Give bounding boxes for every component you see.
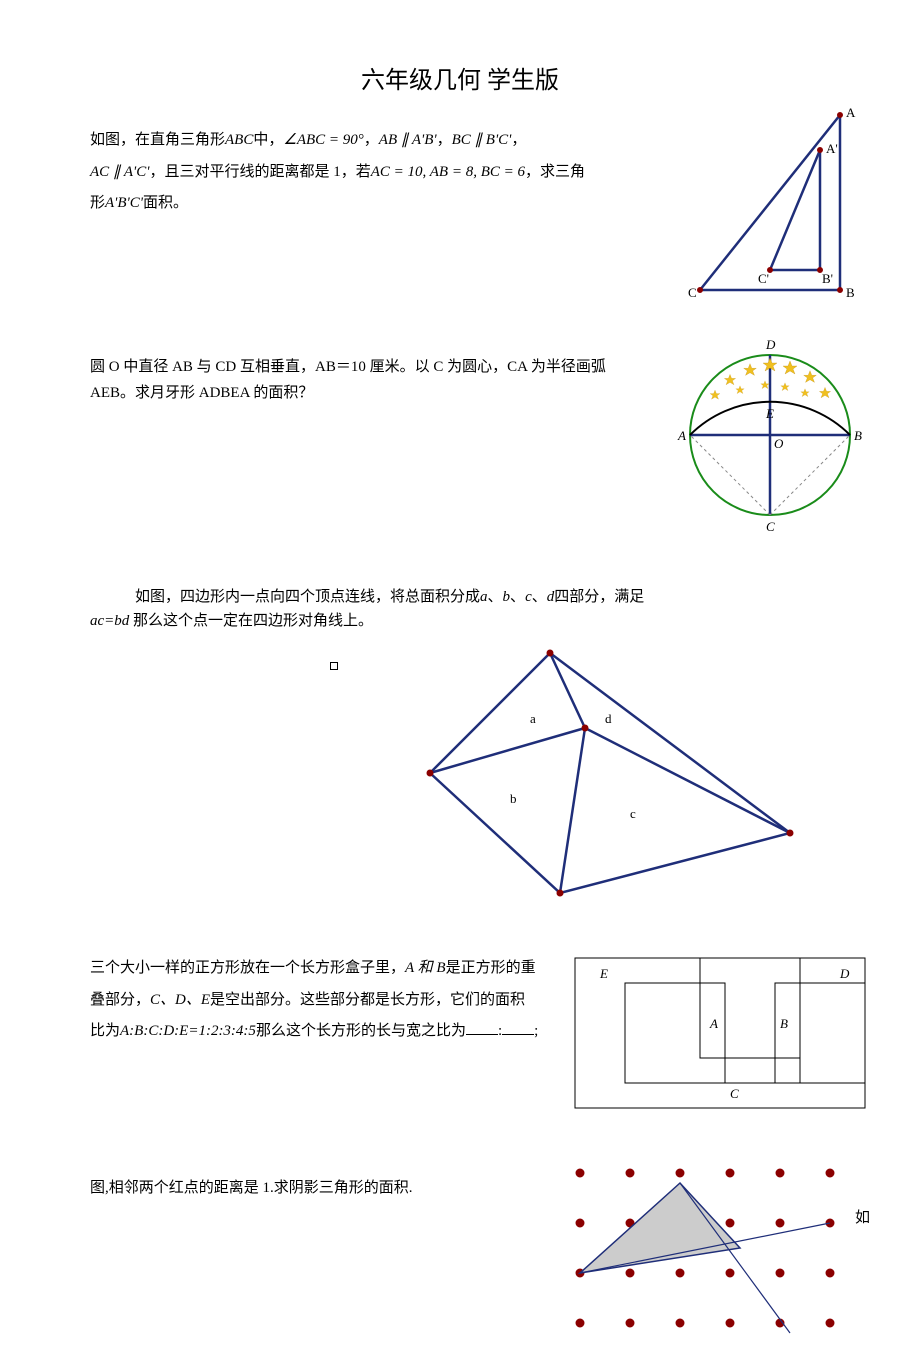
lbl-c: c: [630, 806, 636, 821]
problem-5: 图,相邻两个红点的距离是 1.求阴影三角形的面积. 如: [90, 1173, 830, 1353]
lbl-D: D: [839, 966, 850, 981]
p1-t7: 面积。: [143, 195, 188, 211]
lbl-O2: O: [774, 436, 784, 451]
lbl-A2: A: [677, 428, 686, 443]
p3-eq: ac=bd: [90, 613, 129, 629]
lbl-B4: B: [780, 1016, 788, 1031]
lbl-E: E: [599, 966, 608, 981]
p1-par2: BC ∥ B'C': [452, 132, 512, 148]
p1-vals: AC = 10, AB = 8, BC = 6: [371, 164, 525, 180]
p1-t2: 中，: [253, 132, 283, 148]
p3-t5: 四部分，满足: [554, 589, 644, 605]
p1-angle: ∠ABC = 90°: [283, 132, 363, 148]
problem-1: 如图，在直角三角形ABC中，∠ABC = 90°，AB ∥ A'B'，BC ∥ …: [90, 125, 830, 305]
p1-abc: ABC: [225, 132, 253, 148]
p5-text: 图,相邻两个红点的距离是 1.求阴影三角形的面积.: [90, 1180, 413, 1196]
p4-semi: ;: [534, 1023, 538, 1039]
lbl-b: b: [510, 791, 517, 806]
lbl-A4: A: [709, 1016, 718, 1031]
blank-2: [502, 1034, 534, 1035]
p3-t1: 如图，四边形内一点向四个顶点连线，将总面积分成: [135, 589, 480, 605]
p1-t3: ，: [364, 132, 379, 148]
lbl-A: A: [846, 105, 856, 120]
lbl-Bp: B': [822, 271, 833, 286]
p4-AB: A 和 B: [405, 960, 446, 976]
p1-t1: 如图，在直角三角形: [90, 132, 225, 148]
p4-CDE: C、D、E: [150, 992, 210, 1008]
lbl-a: a: [530, 711, 536, 726]
p4-l3: 那么这个长方形的长与宽之比为: [256, 1023, 466, 1039]
problem-4: 三个大小一样的正方形放在一个长方形盒子里，A 和 B是正方形的重叠部分，C、D、…: [90, 953, 830, 1123]
p3-c: c: [525, 589, 532, 605]
p4-colon: :: [498, 1023, 502, 1039]
lbl-D2: D: [765, 337, 776, 352]
p3-s1: 、: [488, 589, 503, 605]
figure-quadrilateral: a b c d: [390, 643, 810, 903]
p2-text: 圆 O 中直径 AB 与 CD 互相垂直，AB＝10 厘米。以 C 为圆心，CA…: [90, 359, 606, 401]
p1-par3: AC ∥ A'C': [90, 164, 149, 180]
problem-2: 圆 O 中直径 AB 与 CD 互相垂直，AB＝10 厘米。以 C 为圆心，CA…: [90, 355, 830, 535]
lbl-E2: E: [765, 406, 774, 421]
lbl-C: C: [688, 285, 697, 300]
figure-rectangles: E D A B C: [570, 953, 870, 1113]
p3-indent: [90, 589, 135, 605]
lbl-B2: B: [854, 428, 862, 443]
p1-t6: 形: [90, 195, 105, 211]
page-title: 六年级几何 学生版: [90, 60, 830, 95]
p1-c2: ，: [511, 132, 526, 148]
p3-s2: 、: [510, 589, 525, 605]
blank-1: [466, 1034, 498, 1035]
lbl-B: B: [846, 285, 855, 300]
p4-l1: 三个大小一样的正方形放在一个长方形盒子里，: [90, 960, 405, 976]
decor-square-icon: [330, 662, 338, 670]
lbl-Cp: C': [758, 271, 769, 286]
p3-a: a: [480, 589, 488, 605]
lbl-C4: C: [730, 1086, 739, 1101]
lbl-C2: C: [766, 519, 775, 534]
p3-b: b: [503, 589, 511, 605]
p4-ratio: A:B:C:D:E=1:2:3:4:5: [120, 1023, 256, 1039]
lbl-Ap: A': [826, 141, 838, 156]
problem-3: 如图，四边形内一点向四个顶点连线，将总面积分成a、b、c、d四部分，满足 ac=…: [90, 585, 830, 903]
figure-triangle: A B C A' B' C': [670, 105, 870, 305]
p1-t5: ，求三角: [525, 164, 585, 180]
figure-dot-grid: [560, 1153, 860, 1353]
lbl-d: d: [605, 711, 612, 726]
p1-c1: ，: [437, 132, 452, 148]
p1-tri2: A'B'C': [105, 195, 143, 211]
figure-circle-lune: A B C D E O: [670, 335, 870, 535]
p1-t4: ，且三对平行线的距离都是 1，若: [149, 164, 370, 180]
p3-t2: 那么这个点一定在四边形对角线上。: [129, 613, 373, 629]
p1-par1: AB ∥ A'B': [379, 132, 437, 148]
p3-s3: 、: [532, 589, 547, 605]
